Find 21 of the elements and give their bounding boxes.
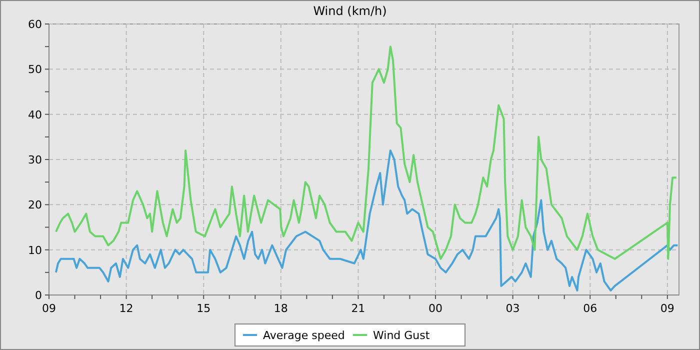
legend-label: Average speed <box>263 329 345 342</box>
x-tick-label: 12 <box>119 302 134 315</box>
chart-title: Wind (km/h) <box>313 4 387 18</box>
y-tick-label: 50 <box>28 63 42 76</box>
x-tick-label: 21 <box>351 302 366 315</box>
y-tick-label: 10 <box>28 244 42 257</box>
legend-label: Wind Gust <box>373 329 430 342</box>
x-tick-label: 00 <box>428 302 443 315</box>
line-series <box>54 46 678 260</box>
x-tick-label: 15 <box>196 302 211 315</box>
y-tick-label: 60 <box>28 18 42 31</box>
x-tick-label: 09 <box>42 302 56 315</box>
y-tick-label: 40 <box>28 108 42 122</box>
x-tick-label: 06 <box>583 302 598 315</box>
x-tick-label: 09 <box>660 302 674 315</box>
line-series <box>54 149 679 292</box>
y-tick-label: 20 <box>28 198 42 212</box>
x-tick-label: 03 <box>506 302 520 315</box>
y-tick-label: 0 <box>35 289 42 302</box>
x-tick-label: 18 <box>274 302 288 315</box>
y-tick-label: 30 <box>28 154 42 166</box>
